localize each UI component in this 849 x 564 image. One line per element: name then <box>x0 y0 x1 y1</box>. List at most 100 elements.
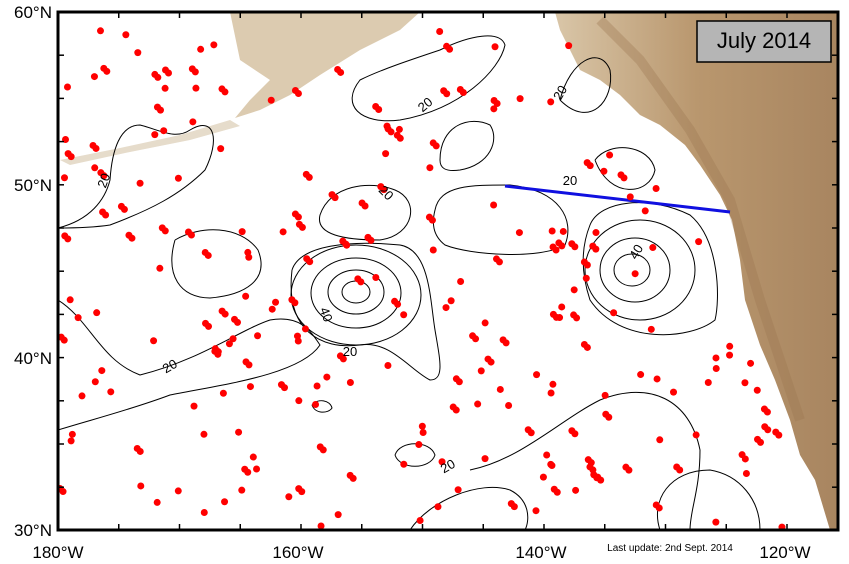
float <box>432 142 440 150</box>
float <box>763 408 771 416</box>
float <box>442 304 450 312</box>
float <box>153 498 161 506</box>
float <box>586 162 594 170</box>
float <box>670 388 678 396</box>
float <box>676 466 684 474</box>
floats <box>58 27 786 530</box>
float <box>317 522 325 530</box>
contour-label: 20 <box>563 173 577 188</box>
float <box>533 371 541 379</box>
float <box>279 228 287 236</box>
float <box>641 207 649 215</box>
float <box>103 67 111 75</box>
float <box>294 90 302 98</box>
float <box>136 179 144 187</box>
float <box>572 486 580 494</box>
float <box>573 314 581 322</box>
float <box>387 128 395 136</box>
aleutians <box>60 120 240 165</box>
float <box>415 441 423 449</box>
float <box>63 83 71 91</box>
float <box>547 98 555 106</box>
float <box>225 340 233 348</box>
float <box>570 286 578 294</box>
float <box>426 164 434 172</box>
float <box>210 41 218 49</box>
float <box>637 371 645 379</box>
float <box>219 389 227 397</box>
float <box>96 27 104 35</box>
float <box>543 451 551 459</box>
contour-label: 20 <box>160 356 180 376</box>
float <box>190 402 198 410</box>
float <box>128 234 136 242</box>
lat-label: 60°N <box>14 3 52 22</box>
float <box>294 337 302 345</box>
float <box>552 246 560 254</box>
float <box>477 367 485 375</box>
float <box>268 305 276 313</box>
float <box>154 73 162 81</box>
mountains <box>596 16 805 422</box>
lon-label: 160°W <box>272 543 323 562</box>
float <box>502 339 510 347</box>
contour-label: 40 <box>626 242 646 262</box>
lat-label: 40°N <box>14 349 52 368</box>
float <box>400 311 408 319</box>
float <box>757 438 765 446</box>
float <box>298 223 306 231</box>
float <box>160 127 168 135</box>
float <box>582 274 590 282</box>
float <box>107 388 115 396</box>
float <box>447 297 455 305</box>
float <box>505 401 513 409</box>
ticks: 60°N 50°N 40°N 30°N 180°W 160°W 140°W 120°W <box>14 3 838 562</box>
float <box>319 446 327 454</box>
contour-label: 40 <box>317 305 336 324</box>
float <box>532 507 540 515</box>
float <box>455 378 463 386</box>
float <box>59 488 67 496</box>
section-line <box>504 184 731 214</box>
float <box>68 430 76 438</box>
float <box>136 447 144 455</box>
float <box>712 365 720 373</box>
contour-label: 20 <box>438 456 458 476</box>
contour-label: 20 <box>94 171 113 190</box>
float <box>174 487 182 495</box>
float <box>305 173 313 181</box>
float <box>221 310 229 318</box>
float <box>244 248 252 256</box>
float <box>67 437 75 445</box>
float <box>134 49 142 57</box>
float <box>346 379 354 387</box>
contour-label: 20 <box>550 83 570 103</box>
float <box>605 413 613 421</box>
update-note: Last update: 2nd Sept. 2014 <box>607 543 733 554</box>
float <box>234 318 242 326</box>
float <box>589 466 597 474</box>
float <box>764 426 772 434</box>
float <box>726 342 734 350</box>
float <box>416 517 424 525</box>
float <box>606 151 614 159</box>
float <box>400 460 408 468</box>
float <box>474 400 482 408</box>
float <box>384 362 392 370</box>
float <box>649 244 657 252</box>
lat-label: 50°N <box>14 176 52 195</box>
float <box>695 238 703 246</box>
float <box>625 466 633 474</box>
float <box>323 373 331 381</box>
float <box>267 96 275 104</box>
lat-label: 30°N <box>14 521 52 540</box>
float <box>692 431 700 439</box>
float <box>187 231 195 239</box>
float <box>571 243 579 251</box>
float <box>357 278 365 286</box>
float <box>165 69 173 77</box>
float <box>67 153 75 161</box>
float <box>712 354 720 362</box>
float <box>552 313 560 321</box>
